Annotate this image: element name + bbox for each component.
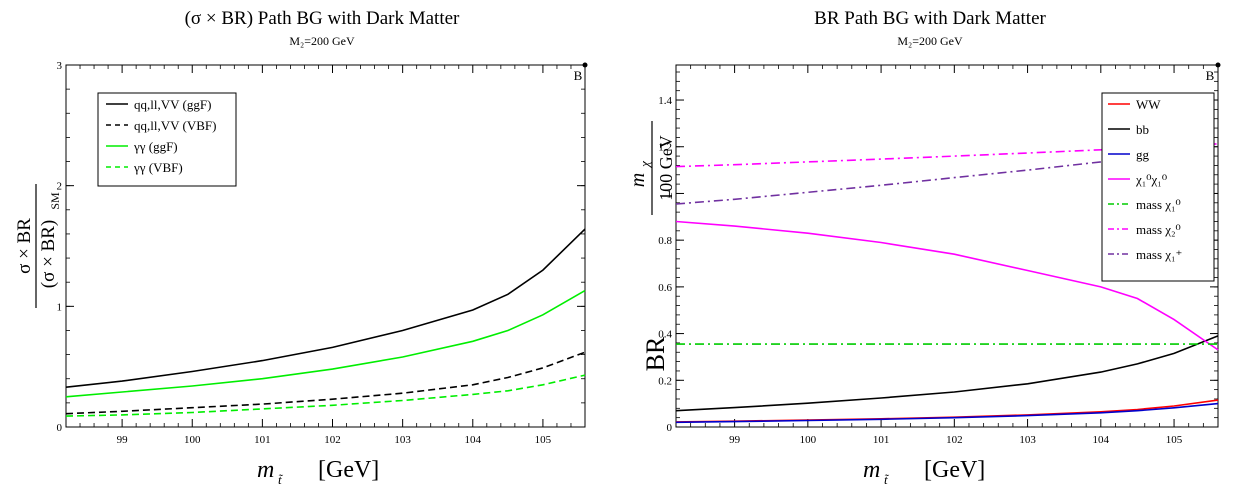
left-corner-label: B [574,68,583,83]
right-y-tick-label: 0.8 [658,235,672,247]
right-legend-box [1101,92,1215,282]
left-chart-subtitle: M₂=200 GeV [289,34,355,48]
right-y-tick-label: 1.2 [658,142,672,154]
left-legend: qq,ll,VV (ggF) qq,ll,VV (VBF) γγ (ggF) γγ (… [106,97,216,175]
left-x-tick-label: 105 [535,434,552,446]
right-legend: WW bb gg χ₁⁰χ₁⁰ mass χ₁⁰ mass χ₂⁰ mass χ₁⁺ [1108,97,1182,262]
left-y-axis-label: σ × BR (σ × BR) SM [14,184,62,308]
left-series-lines [65,228,586,417]
right-ylabel-top-num: m [627,173,649,187]
left-xlabel-main: m [257,457,274,483]
left-legend-label: γγ (ggF) [133,139,178,154]
right-y-tick-label: 0.2 [658,375,672,387]
left-y-tick-label: 1 [57,301,63,313]
right-y-axis-label-br: BR [641,336,670,371]
right-series-line [675,402,1219,424]
right-plot-frame [675,64,1219,428]
right-legend-label: mass χ₁⁺ [1136,247,1182,262]
left-x-tick-label: 104 [465,434,482,446]
left-y-tick-label: 2 [57,181,63,193]
right-xlabel-unit: [GeV] [924,457,985,483]
left-ylabel-numerator: σ × BR [14,218,35,274]
left-series-line [65,228,586,388]
right-x-tick-label: 100 [800,434,817,446]
left-ylabel-den-sub: SM [48,192,62,210]
left-chart: (σ × BR) Path BG with Dark Matter M₂=200… [14,8,588,487]
right-x-tick-label: 101 [873,434,890,446]
right-chart: BR Path BG with Dark Matter M₂=200 GeV 9… [627,8,1221,487]
right-y-tick-label: 1.4 [658,95,672,107]
right-legend-label: gg [1136,147,1150,162]
left-corner-dot [582,62,588,68]
left-axis-ticks: 99 100 101 102 103 104 105 0 1 2 3 [57,60,585,446]
right-xlabel-main: m [863,457,880,483]
left-legend-label: γγ (VBF) [133,160,183,175]
left-series-line [65,351,586,415]
right-y-tick-label: 0.6 [658,282,672,294]
right-series-line [675,220,1219,351]
left-plot-frame [65,64,586,428]
left-chart-title: (σ × BR) Path BG with Dark Matter [185,8,460,29]
right-x-tick-label: 103 [1019,434,1036,446]
right-xlabel-sub: t̃ [884,472,890,487]
right-ylabel-top-den: 100 GeV [656,135,676,201]
right-legend-label: bb [1136,122,1149,137]
right-y-axis-label-mass: m χ 100 GeV [627,121,676,215]
right-legend-label: WW [1136,97,1161,112]
left-x-tick-label: 101 [254,434,271,446]
left-y-tick-label: 0 [57,422,63,434]
left-x-tick-label: 103 [394,434,411,446]
right-corner-dot [1215,62,1221,68]
right-y-tick-label: 1 [667,188,673,200]
left-x-axis-label: m t̃ [GeV] [257,457,379,487]
left-series-line [65,289,586,398]
right-corner-label: B [1206,68,1215,83]
left-legend-box [97,92,237,187]
left-xlabel-unit: [GeV] [318,457,379,483]
right-ylabel-top-num-sub: χ [637,161,652,169]
right-series-line [675,335,1219,412]
left-ylabel-denominator: (σ × BR) [38,220,59,288]
right-x-tick-label: 104 [1093,434,1110,446]
right-x-tick-label: 99 [729,434,741,446]
left-legend-label: qq,ll,VV (VBF) [134,118,216,133]
right-x-axis-label: m t̃ [GeV] [863,457,985,487]
right-legend-label: χ₁⁰χ₁⁰ [1135,172,1167,187]
right-y-tick-label: 0 [667,422,673,434]
right-legend-label: mass χ₁⁰ [1136,197,1181,212]
right-x-tick-label: 105 [1166,434,1183,446]
right-chart-subtitle: M₂=200 GeV [897,34,963,48]
left-x-tick-label: 100 [184,434,201,446]
right-legend-label: mass χ₂⁰ [1136,222,1181,237]
left-y-tick-label: 3 [57,60,63,72]
left-x-tick-label: 99 [117,434,129,446]
right-x-tick-label: 102 [946,434,963,446]
left-series-line [65,374,586,417]
right-ylabel-br: BR [641,336,670,371]
right-y-tick-label: 0.4 [658,329,672,341]
left-x-tick-label: 102 [324,434,341,446]
left-xlabel-sub: t̃ [278,472,284,487]
right-axis-ticks: 99 100 101 102 103 104 105 0 0.2 0.4 0.6 0.8 1 1.2 1.4 [658,65,1218,446]
right-chart-title: BR Path BG with Dark Matter [814,8,1046,29]
left-legend-label: qq,ll,VV (ggF) [134,97,211,112]
